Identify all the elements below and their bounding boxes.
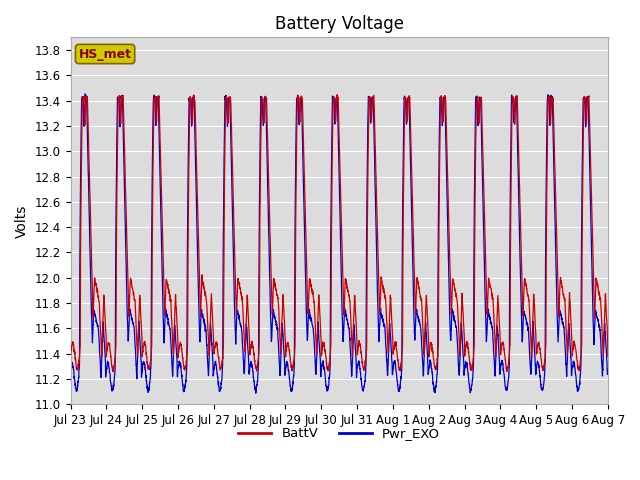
BattV [536, 345, 543, 351]
Line: Pwr_EXO: Pwr_EXO [70, 94, 608, 393]
BattV [594, 282, 602, 288]
Pwr_EXO [273, 326, 281, 332]
BattV [67, 351, 74, 357]
Legend: BattV, Pwr_EXO: BattV, Pwr_EXO [233, 422, 445, 445]
Pwr_EXO [160, 335, 168, 340]
Pwr_EXO [252, 390, 260, 396]
Y-axis label: Volts: Volts [15, 204, 29, 238]
Pwr_EXO [296, 96, 304, 102]
Title: Battery Voltage: Battery Voltage [275, 15, 404, 33]
Pwr_EXO [536, 372, 543, 378]
Pwr_EXO [604, 367, 612, 372]
Text: HS_met: HS_met [79, 48, 132, 60]
Pwr_EXO [594, 317, 602, 323]
BattV [109, 369, 117, 375]
Pwr_EXO [67, 365, 74, 371]
BattV [128, 285, 136, 290]
BattV [296, 116, 304, 121]
Pwr_EXO [128, 317, 136, 323]
Pwr_EXO [81, 91, 89, 97]
BattV [333, 92, 341, 97]
BattV [604, 353, 612, 359]
BattV [273, 293, 280, 299]
Line: BattV: BattV [70, 95, 608, 372]
BattV [160, 284, 168, 289]
